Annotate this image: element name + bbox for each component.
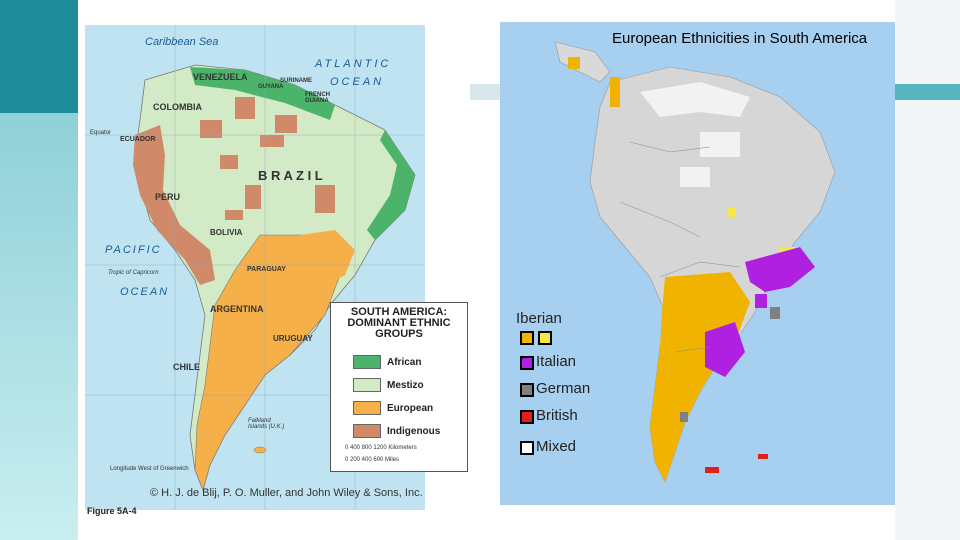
label-brazil: B R A Z I L (258, 168, 323, 183)
legend-item-european: European (353, 401, 433, 415)
label-bolivia: BOLIVIA (210, 228, 243, 237)
legend-swatch-african (353, 355, 381, 369)
label-peru: PERU (155, 192, 181, 202)
iberian-region-south (650, 272, 750, 482)
label-caribbean-sea: Caribbean Sea (145, 36, 219, 48)
teal-side-band (0, 113, 78, 540)
italian-region-brazil (745, 247, 815, 292)
label-ocean-east: OCEAN (330, 76, 385, 88)
label-ocean-west: OCEAN (120, 286, 170, 298)
legend-swatch-german (520, 383, 534, 397)
indigenous-patch-7 (245, 185, 261, 209)
italian-region-argentina (705, 322, 745, 377)
german-patch-1 (770, 307, 780, 319)
dominant-ethnic-map (85, 25, 425, 510)
legend-label-mixed: Mixed (536, 438, 577, 455)
mixed-patch-brazil-1 (700, 132, 740, 157)
indigenous-patch-8 (225, 210, 243, 220)
indigenous-patch-5 (260, 135, 284, 147)
mid-decor-strip (470, 84, 500, 100)
label-falkland: Falkland Islands (U.K.) (248, 418, 285, 430)
right-decor-band (895, 0, 960, 540)
legend-swatch-iberian-light (538, 331, 552, 345)
indigenous-patch-3 (275, 115, 297, 133)
legend-swatch-mixed (520, 441, 534, 455)
legend-swatch-british (520, 410, 534, 424)
legend-swatch-indigenous (353, 424, 381, 438)
central-america-land (554, 41, 611, 83)
copyright-text: © H. J. de Blij, P. O. Muller, and John … (150, 487, 423, 499)
indigenous-patch-6 (315, 185, 335, 213)
legend-label-mestizo: Mestizo (387, 379, 424, 391)
italian-patch-1 (755, 294, 767, 308)
indigenous-patch-4 (220, 155, 238, 169)
label-chile: CHILE (173, 362, 200, 372)
european-region-south (194, 234, 341, 491)
legend-item-african: African (353, 355, 421, 369)
label-suriname: SURINAME (280, 78, 313, 84)
map2-title: European Ethnicities in South America (612, 30, 868, 47)
indigenous-patch-1 (200, 120, 222, 138)
falkland-islands (253, 446, 267, 454)
label-longitude: Longitude West of Greenwich (110, 466, 189, 472)
legend-item-indigenous: Indigenous (353, 424, 440, 438)
iberian-patch-north-1 (610, 77, 620, 107)
indigenous-patch-2 (235, 97, 255, 119)
legend-label-european: European (387, 402, 434, 414)
british-patch-falklands (758, 454, 768, 459)
iberian-patch-central-america (568, 57, 580, 69)
label-french-guiana: FRENCH GUIANA (305, 92, 330, 104)
indigenous-region-andes (133, 125, 215, 285)
dominant-ethnic-legend: SOUTH AMERICA: DOMINANT ETHNIC GROUPS Af… (330, 302, 468, 472)
legend-item-mestizo: Mestizo (353, 378, 424, 392)
figure-caption: Figure 5A-4 (87, 506, 137, 516)
legend-label-british: British (536, 407, 578, 424)
label-uruguay: URUGUAY (273, 334, 313, 343)
label-colombia: COLOMBIA (153, 102, 202, 112)
scale-mi: 0 200 400 600 Miles (345, 457, 400, 463)
mixed-patch-brazil-2 (680, 167, 710, 187)
legend-label-indigenous: Indigenous (387, 425, 441, 437)
label-equator: Equator (90, 130, 112, 136)
right-decor-strip (895, 84, 960, 100)
iberian-light-patch-1 (728, 207, 736, 217)
british-patch-patagonia (705, 467, 719, 473)
label-atlantic: ATLANTIC (315, 58, 392, 70)
european-ethnicities-map (500, 22, 895, 505)
african-region-north (190, 67, 335, 120)
african-region-east (367, 130, 415, 240)
label-tropic: Tropic of Capricorn (108, 270, 159, 276)
german-patch-2 (680, 412, 688, 422)
legend-label-iberian: Iberian (516, 310, 562, 327)
country-borders (619, 141, 741, 353)
label-argentina: ARGENTINA (210, 304, 264, 314)
label-paraguay: PARAGUAY (247, 266, 286, 273)
legend-label-african: African (387, 356, 422, 368)
legend-swatch-italian (520, 356, 534, 370)
label-venezuela: VENEZUELA (193, 72, 248, 82)
legend-swatch-mestizo (353, 378, 381, 392)
label-pacific: PACIFIC (105, 244, 162, 256)
teal-corner-block (0, 0, 78, 113)
european-region-brazil-south (300, 230, 355, 287)
label-ecuador: ECUADOR (120, 136, 156, 143)
legend-label-german: German (536, 380, 591, 397)
label-guyana: GUYANA (258, 84, 284, 90)
mixed-region-north (640, 82, 750, 117)
legend-label-italian: Italian (536, 353, 577, 370)
legend-swatch-european (353, 401, 381, 415)
legend-title: SOUTH AMERICA: DOMINANT ETHNIC GROUPS (347, 306, 451, 340)
scale-km: 0 400 800 1200 Kilometers (345, 445, 417, 451)
legend-swatch-iberian-dark (520, 331, 534, 345)
